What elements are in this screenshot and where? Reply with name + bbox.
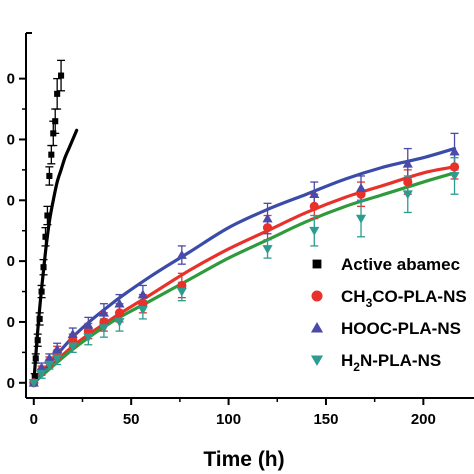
data-markers [28,72,460,388]
data-point-s1-p13 [54,90,61,97]
data-point-s4-p4 [52,354,63,364]
data-point-s3-p3 [44,353,55,363]
data-point-s3-p8 [114,298,125,308]
legend-marker-3 [310,321,324,333]
axes: 0 50 100 150 200 0 0 0 0 0 0 [7,32,474,428]
data-point-s4-p6 [83,333,94,343]
data-point-s2-p12 [309,201,319,211]
data-point-s1-p4 [36,315,43,322]
data-point-s4-p13 [355,214,367,224]
data-point-s1-p8 [44,212,51,219]
data-point-s3-p9 [137,289,148,299]
fit-curves [32,128,457,385]
data-point-s1-p3 [34,337,41,344]
y-tick-label-4: 0 [7,192,15,209]
data-point-s3-p6 [83,319,94,329]
y-tick-label-5: 0 [7,131,15,148]
data-point-s4-p1 [28,378,39,388]
data-point-s3-p12 [309,189,320,199]
fit-curve-2 [32,165,457,385]
data-point-s2-p8 [114,308,125,318]
legend-label-2: CH3CO-PLA-NS [341,287,467,310]
y-tick-label-2: 0 [7,314,15,331]
data-point-s3-p2 [36,362,47,372]
data-point-s4-p12 [309,226,320,236]
data-point-s1-p5 [38,288,45,295]
data-point-s3-p13 [355,183,367,192]
data-point-s2-p15 [449,162,460,172]
data-point-s3-p15 [449,146,460,156]
data-point-s3-p10 [176,249,187,259]
data-point-s2-p14 [403,177,413,187]
data-point-s3-p4 [52,344,63,354]
legend-label-4: H2N-PLA-NS [341,351,441,374]
x-tick-label-200: 200 [411,411,436,428]
data-point-s1-p11 [50,130,57,137]
data-point-s3-p5 [67,329,78,338]
legend-marker-4 [310,355,324,367]
data-point-s3-p14 [402,158,413,168]
data-point-s4-p2 [36,369,47,379]
data-point-s4-p11 [262,245,273,255]
x-tick-label-50: 50 [123,411,140,428]
data-point-s1-p1 [31,373,38,380]
data-point-s1-p7 [42,233,49,240]
y-tick-label-1: 0 [7,375,15,392]
data-point-s4-p14 [402,190,413,200]
legend: Active abamec CH3CO-PLA-NS HOOC-PLA-NS H2N-… [310,255,467,374]
data-point-s4-p9 [137,305,148,315]
data-point-s4-p15 [449,172,460,182]
data-point-s2-p11 [262,223,273,233]
data-point-s1-p12 [52,118,59,125]
y-tick-label-6: 0 [7,71,15,88]
data-point-s3-p7 [98,307,109,317]
data-point-s4-p7 [98,324,109,334]
fit-curve-4 [32,171,457,385]
data-point-s4-p10 [176,287,187,297]
legend-marker-2 [311,290,323,302]
data-point-s4-p5 [67,342,78,352]
data-point-s1-p14 [58,72,65,79]
data-point-s4-p8 [114,318,125,328]
x-tick-label-100: 100 [216,411,241,428]
y-tick-label-3: 0 [7,253,15,270]
data-point-s4-p3 [44,360,55,370]
data-point-s1-p6 [40,264,47,271]
x-tick-label-150: 150 [313,411,338,428]
legend-label-3: HOOC-PLA-NS [341,319,461,338]
data-point-s1-p9 [46,172,53,179]
data-point-s3-p11 [262,213,273,223]
legend-marker-1 [312,259,322,269]
fit-curve-3 [32,146,457,385]
x-axis-label: Time (h) [203,448,284,471]
data-point-s1-p10 [48,151,55,158]
data-point-s1-p2 [32,355,39,362]
legend-label-1: Active abamec [341,255,460,274]
x-tick-label-0: 0 [30,411,38,428]
